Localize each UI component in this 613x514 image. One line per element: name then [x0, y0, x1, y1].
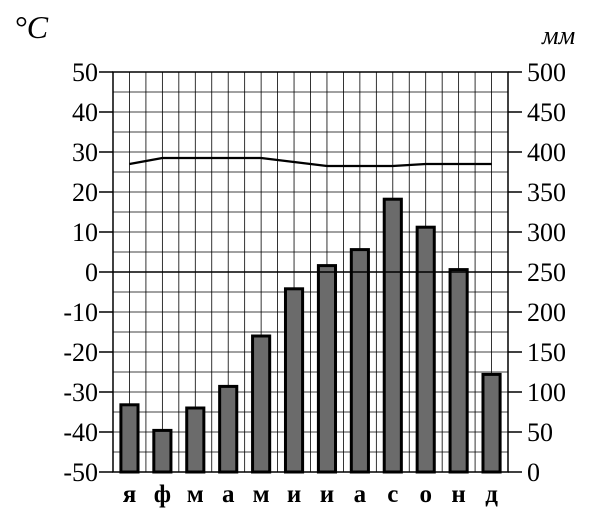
- precip-bar: [415, 225, 436, 474]
- precip-bar: [119, 403, 140, 474]
- right-tick-label: 500: [527, 58, 566, 87]
- right-tick-label: 0: [527, 458, 540, 487]
- month-label: я: [123, 481, 137, 508]
- temperature-line-path: [129, 156, 492, 168]
- left-tick-label: -10: [63, 298, 98, 327]
- left-tick-label: 20: [72, 178, 98, 207]
- precip-bar: [283, 287, 305, 474]
- left-tick-label: -30: [63, 378, 98, 407]
- right-tick-label: 100: [527, 378, 566, 407]
- left-tick-label: 50: [72, 58, 98, 87]
- precipitation-bars: [119, 197, 502, 474]
- month-label: и: [320, 481, 334, 508]
- month-label: м: [187, 481, 204, 508]
- month-label: а: [354, 481, 367, 508]
- right-unit-label: мм: [541, 21, 575, 50]
- left-tick-label: 30: [72, 138, 98, 167]
- temperature-line: [129, 156, 492, 168]
- precip-bar: [152, 428, 173, 474]
- left-tick-label: 0: [85, 258, 98, 287]
- left-tick-label: -20: [63, 338, 98, 367]
- right-tick-label: 50: [527, 418, 553, 447]
- left-tick-label: -40: [63, 418, 98, 447]
- right-tick-label: 400: [527, 138, 566, 167]
- month-label: с: [387, 481, 398, 508]
- precip-bar: [382, 197, 403, 474]
- precip-bar: [251, 334, 272, 474]
- month-label: а: [222, 481, 235, 508]
- left-tick-label: 40: [72, 98, 98, 127]
- month-label: д: [485, 481, 498, 508]
- right-tick-label: 200: [527, 298, 566, 327]
- precip-bar: [349, 248, 370, 474]
- precip-bar: [448, 268, 469, 474]
- right-tick-label: 250: [527, 258, 566, 287]
- right-tick-label: 300: [527, 218, 566, 247]
- precip-bar: [185, 406, 206, 474]
- month-label: и: [287, 481, 301, 508]
- left-tick-label: -50: [63, 458, 98, 487]
- precip-bar: [481, 372, 502, 474]
- right-tick-label: 450: [527, 98, 566, 127]
- precip-bar: [316, 264, 338, 474]
- left-axis-ticks: 50 40 30 20 10 0 -10 -20 -30 -40 -50: [63, 58, 113, 487]
- month-label: ф: [154, 481, 171, 508]
- right-tick-label: 350: [527, 178, 566, 207]
- left-unit-label: °C: [14, 9, 49, 45]
- left-tick-label: 10: [72, 218, 98, 247]
- precip-bar: [218, 384, 239, 474]
- month-label: м: [253, 481, 270, 508]
- right-tick-label: 150: [527, 338, 566, 367]
- month-label: о: [419, 481, 432, 508]
- month-label: н: [451, 481, 465, 508]
